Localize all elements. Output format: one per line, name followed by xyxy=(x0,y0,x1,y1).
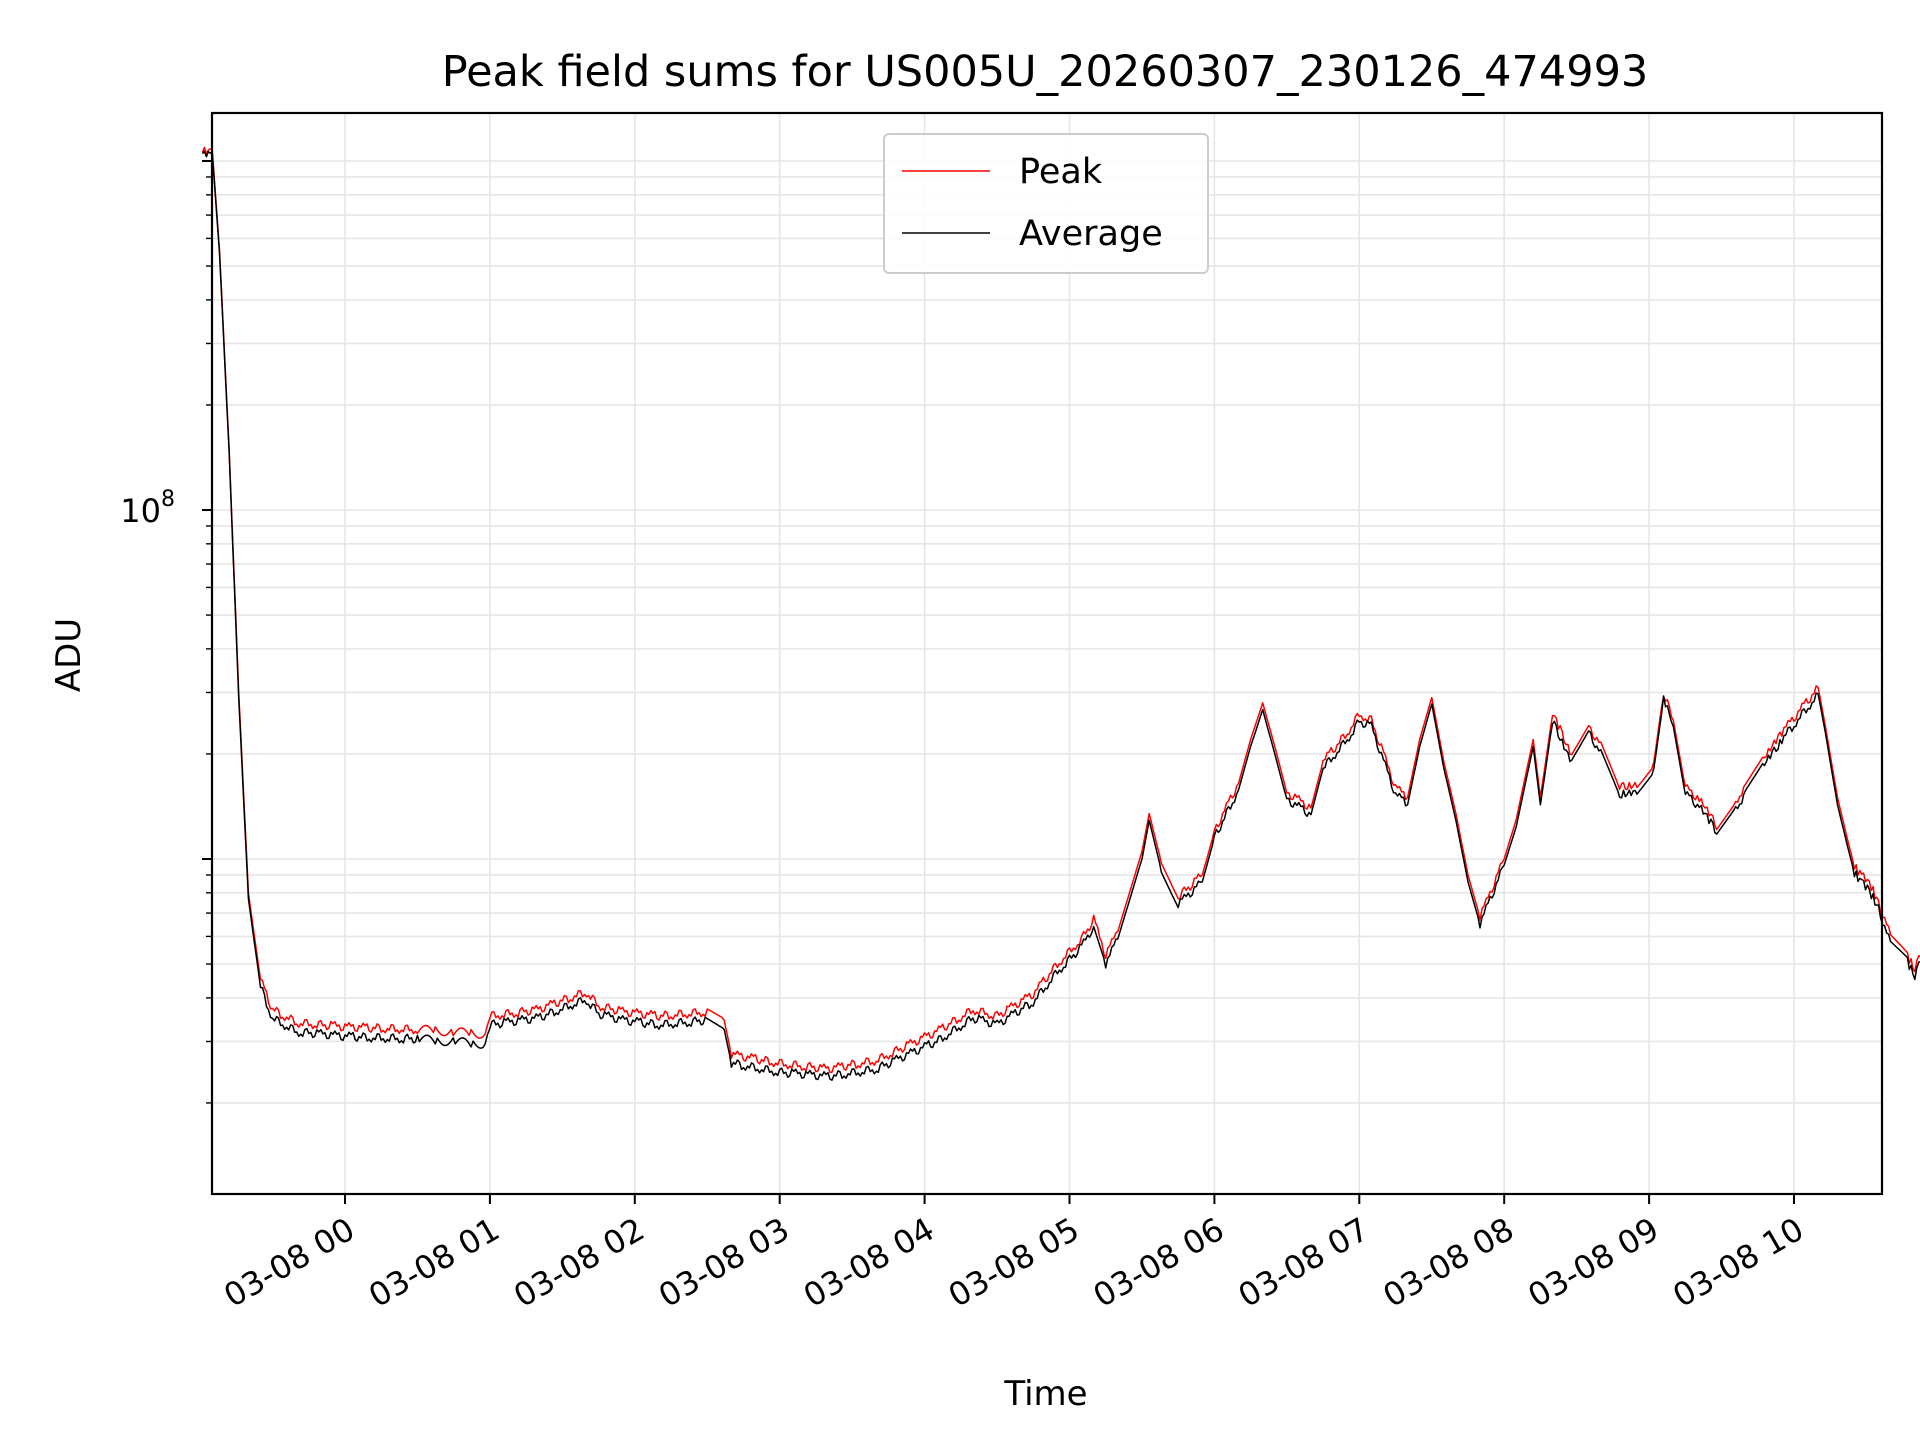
series-line-average xyxy=(201,150,1920,1081)
y-tick-base: 10 xyxy=(120,492,161,530)
chart-title: Peak field sums for US005U_20260307_2301… xyxy=(442,47,1649,97)
plot-area-frame xyxy=(210,111,1884,1196)
series-lines xyxy=(201,146,1920,1081)
y-major-tick-label: 108 xyxy=(120,487,175,530)
svg-text:108: 108 xyxy=(120,487,175,530)
legend-label-average: Average xyxy=(1019,214,1163,254)
series-line-peak xyxy=(201,146,1920,1074)
y-axis-label: ADU xyxy=(49,618,89,692)
x-axis-label: Time xyxy=(1003,1374,1087,1414)
y-tick-exponent: 8 xyxy=(161,487,175,512)
legend: Peak Average xyxy=(883,133,1209,274)
legend-label-peak: Peak xyxy=(1019,152,1103,192)
legend-box xyxy=(883,133,1209,274)
